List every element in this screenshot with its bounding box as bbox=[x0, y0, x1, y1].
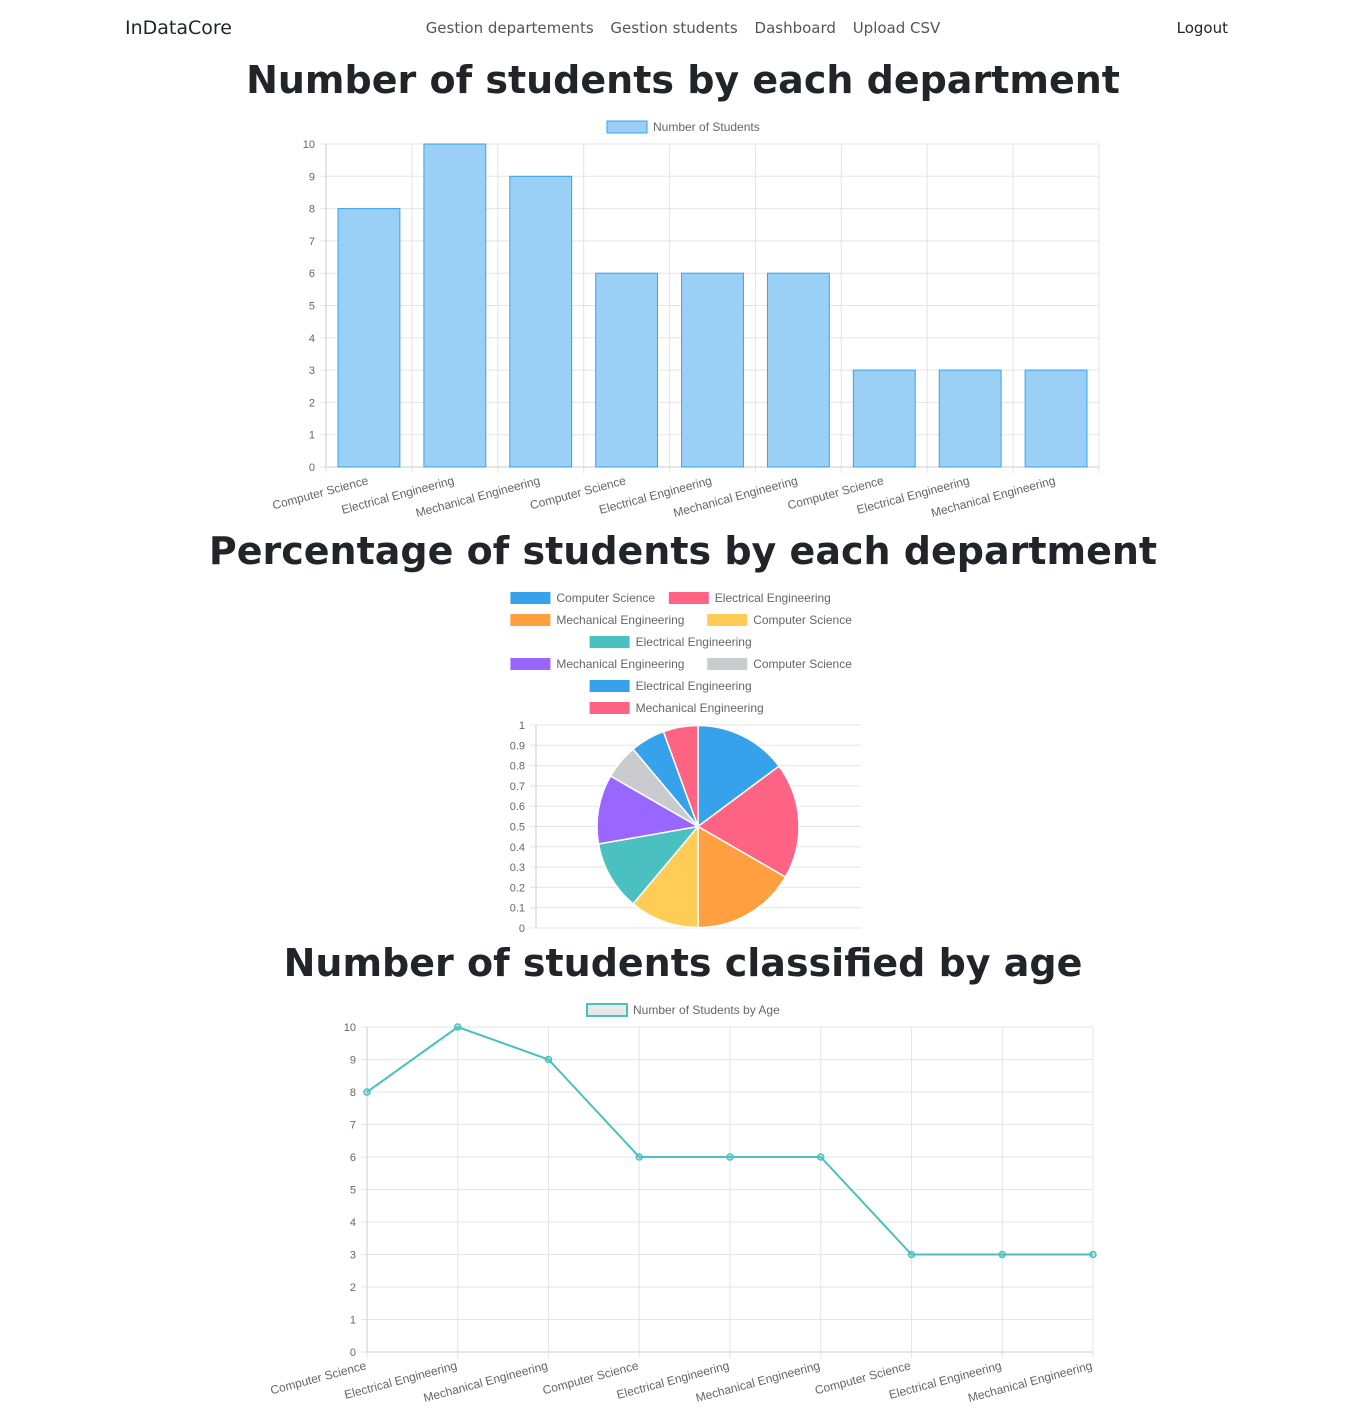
line-chart: Number of Students by Age012345678910Com… bbox=[269, 1003, 1097, 1405]
y-tick-label: 0.3 bbox=[510, 862, 525, 874]
legend-swatch bbox=[589, 702, 630, 714]
y-tick-label: 0.4 bbox=[510, 842, 525, 854]
y-tick-label: 7 bbox=[350, 1120, 356, 1132]
pie-slice bbox=[697, 825, 787, 929]
legend-label: Number of Students bbox=[653, 120, 760, 134]
legend-label: Computer Science bbox=[753, 613, 852, 627]
bar bbox=[938, 369, 1002, 468]
nav-link-upload-csv[interactable]: Upload CSV bbox=[852, 19, 941, 37]
data-point bbox=[817, 1153, 825, 1161]
y-tick-label: 0.8 bbox=[510, 761, 525, 773]
bar bbox=[595, 272, 659, 468]
bar bbox=[423, 143, 487, 468]
y-tick-label: 0.7 bbox=[510, 781, 525, 793]
y-tick-label: 10 bbox=[344, 1022, 356, 1034]
legend-swatch bbox=[510, 658, 551, 670]
y-tick-label: 4 bbox=[350, 1217, 356, 1229]
nav-link-gestion-departements[interactable]: Gestion departements bbox=[425, 19, 594, 37]
y-tick-label: 3 bbox=[309, 365, 315, 377]
nav-link-dashboard[interactable]: Dashboard bbox=[754, 19, 836, 37]
bar-chart-title: Number of students by each department bbox=[246, 58, 1120, 102]
legend-label: Mechanical Engineering bbox=[556, 657, 684, 671]
y-tick-label: 0.2 bbox=[510, 882, 525, 894]
pie-slice bbox=[697, 724, 781, 828]
y-tick-label: 0 bbox=[350, 1347, 356, 1359]
legend-swatch bbox=[510, 614, 551, 626]
data-point bbox=[998, 1250, 1006, 1259]
legend-label: Electrical Engineering bbox=[636, 679, 752, 693]
legend-label: Computer Science bbox=[753, 657, 852, 671]
y-tick-label: 8 bbox=[350, 1087, 356, 1099]
legend-swatch bbox=[606, 120, 648, 134]
bar bbox=[852, 369, 916, 468]
pie-slice bbox=[596, 774, 701, 845]
pie-slice bbox=[696, 765, 800, 879]
legend-swatch bbox=[707, 658, 748, 670]
y-tick-label: 0.1 bbox=[510, 903, 525, 915]
legend-swatch bbox=[589, 680, 630, 692]
bar bbox=[1024, 369, 1088, 468]
legend-label: Mechanical Engineering bbox=[556, 613, 684, 627]
legend-label: Electrical Engineering bbox=[636, 635, 752, 649]
legend-label: Mechanical Engineering bbox=[636, 701, 764, 715]
line-chart-title: Number of students classified by age bbox=[283, 941, 1083, 985]
y-tick-label: 1 bbox=[350, 1315, 356, 1327]
pie-chart: Computer Science Electrical EngineeringMe… bbox=[510, 591, 861, 935]
y-tick-label: 9 bbox=[309, 171, 315, 183]
y-tick-label: 0.6 bbox=[510, 801, 525, 813]
legend-label: Computer Science bbox=[556, 591, 655, 605]
y-tick-label: 8 bbox=[309, 204, 315, 216]
bar bbox=[681, 272, 744, 468]
legend-swatch bbox=[586, 1003, 628, 1017]
y-tick-label: 7 bbox=[309, 236, 315, 248]
y-tick-label: 0 bbox=[519, 923, 525, 935]
series-line bbox=[366, 1025, 1093, 1256]
y-tick-label: 5 bbox=[309, 301, 315, 313]
data-point bbox=[726, 1153, 734, 1161]
y-tick-label: 2 bbox=[309, 397, 315, 409]
nav-links: Gestion departements Gestion students Da… bbox=[0, 19, 1366, 37]
data-point bbox=[907, 1250, 916, 1259]
pie-chart-title: Percentage of students by each departmen… bbox=[208, 529, 1158, 573]
bar bbox=[766, 272, 830, 468]
legend-label: Electrical Engineering bbox=[715, 591, 831, 605]
brand-link[interactable]: InDataCore bbox=[125, 17, 232, 39]
pie-slice bbox=[662, 724, 699, 827]
y-tick-label: 1 bbox=[309, 430, 315, 442]
y-tick-label: 6 bbox=[350, 1152, 356, 1164]
legend-swatch bbox=[589, 636, 630, 648]
y-tick-label: 0.5 bbox=[510, 822, 525, 834]
data-point bbox=[544, 1055, 553, 1064]
legend-swatch bbox=[668, 592, 709, 604]
pie-slice bbox=[597, 825, 700, 905]
y-tick-label: 0.9 bbox=[510, 740, 525, 752]
bar bbox=[337, 208, 401, 468]
logout-link[interactable]: Logout bbox=[1176, 19, 1228, 37]
y-tick-label: 9 bbox=[350, 1055, 356, 1067]
data-point bbox=[363, 1088, 371, 1096]
legend-label: Number of Students by Age bbox=[633, 1003, 780, 1017]
nav-link-gestion-students[interactable]: Gestion students bbox=[610, 19, 738, 37]
pie-slice bbox=[632, 824, 699, 929]
data-point bbox=[1089, 1250, 1097, 1259]
y-tick-label: 2 bbox=[350, 1282, 356, 1294]
y-tick-label: 6 bbox=[309, 268, 315, 280]
legend-swatch bbox=[707, 614, 748, 626]
legend-swatch bbox=[510, 592, 551, 604]
y-tick-label: 1 bbox=[519, 720, 525, 732]
y-tick-label: 5 bbox=[350, 1185, 356, 1197]
data-point bbox=[635, 1153, 643, 1161]
navbar: InDataCore Gestion departements Gestion … bbox=[0, 0, 1366, 56]
y-tick-label: 0 bbox=[309, 462, 315, 474]
data-point bbox=[454, 1023, 462, 1031]
y-tick-label: 3 bbox=[350, 1250, 356, 1262]
y-tick-label: 4 bbox=[309, 333, 315, 345]
bar bbox=[509, 175, 573, 468]
y-tick-label: 10 bbox=[303, 139, 315, 151]
